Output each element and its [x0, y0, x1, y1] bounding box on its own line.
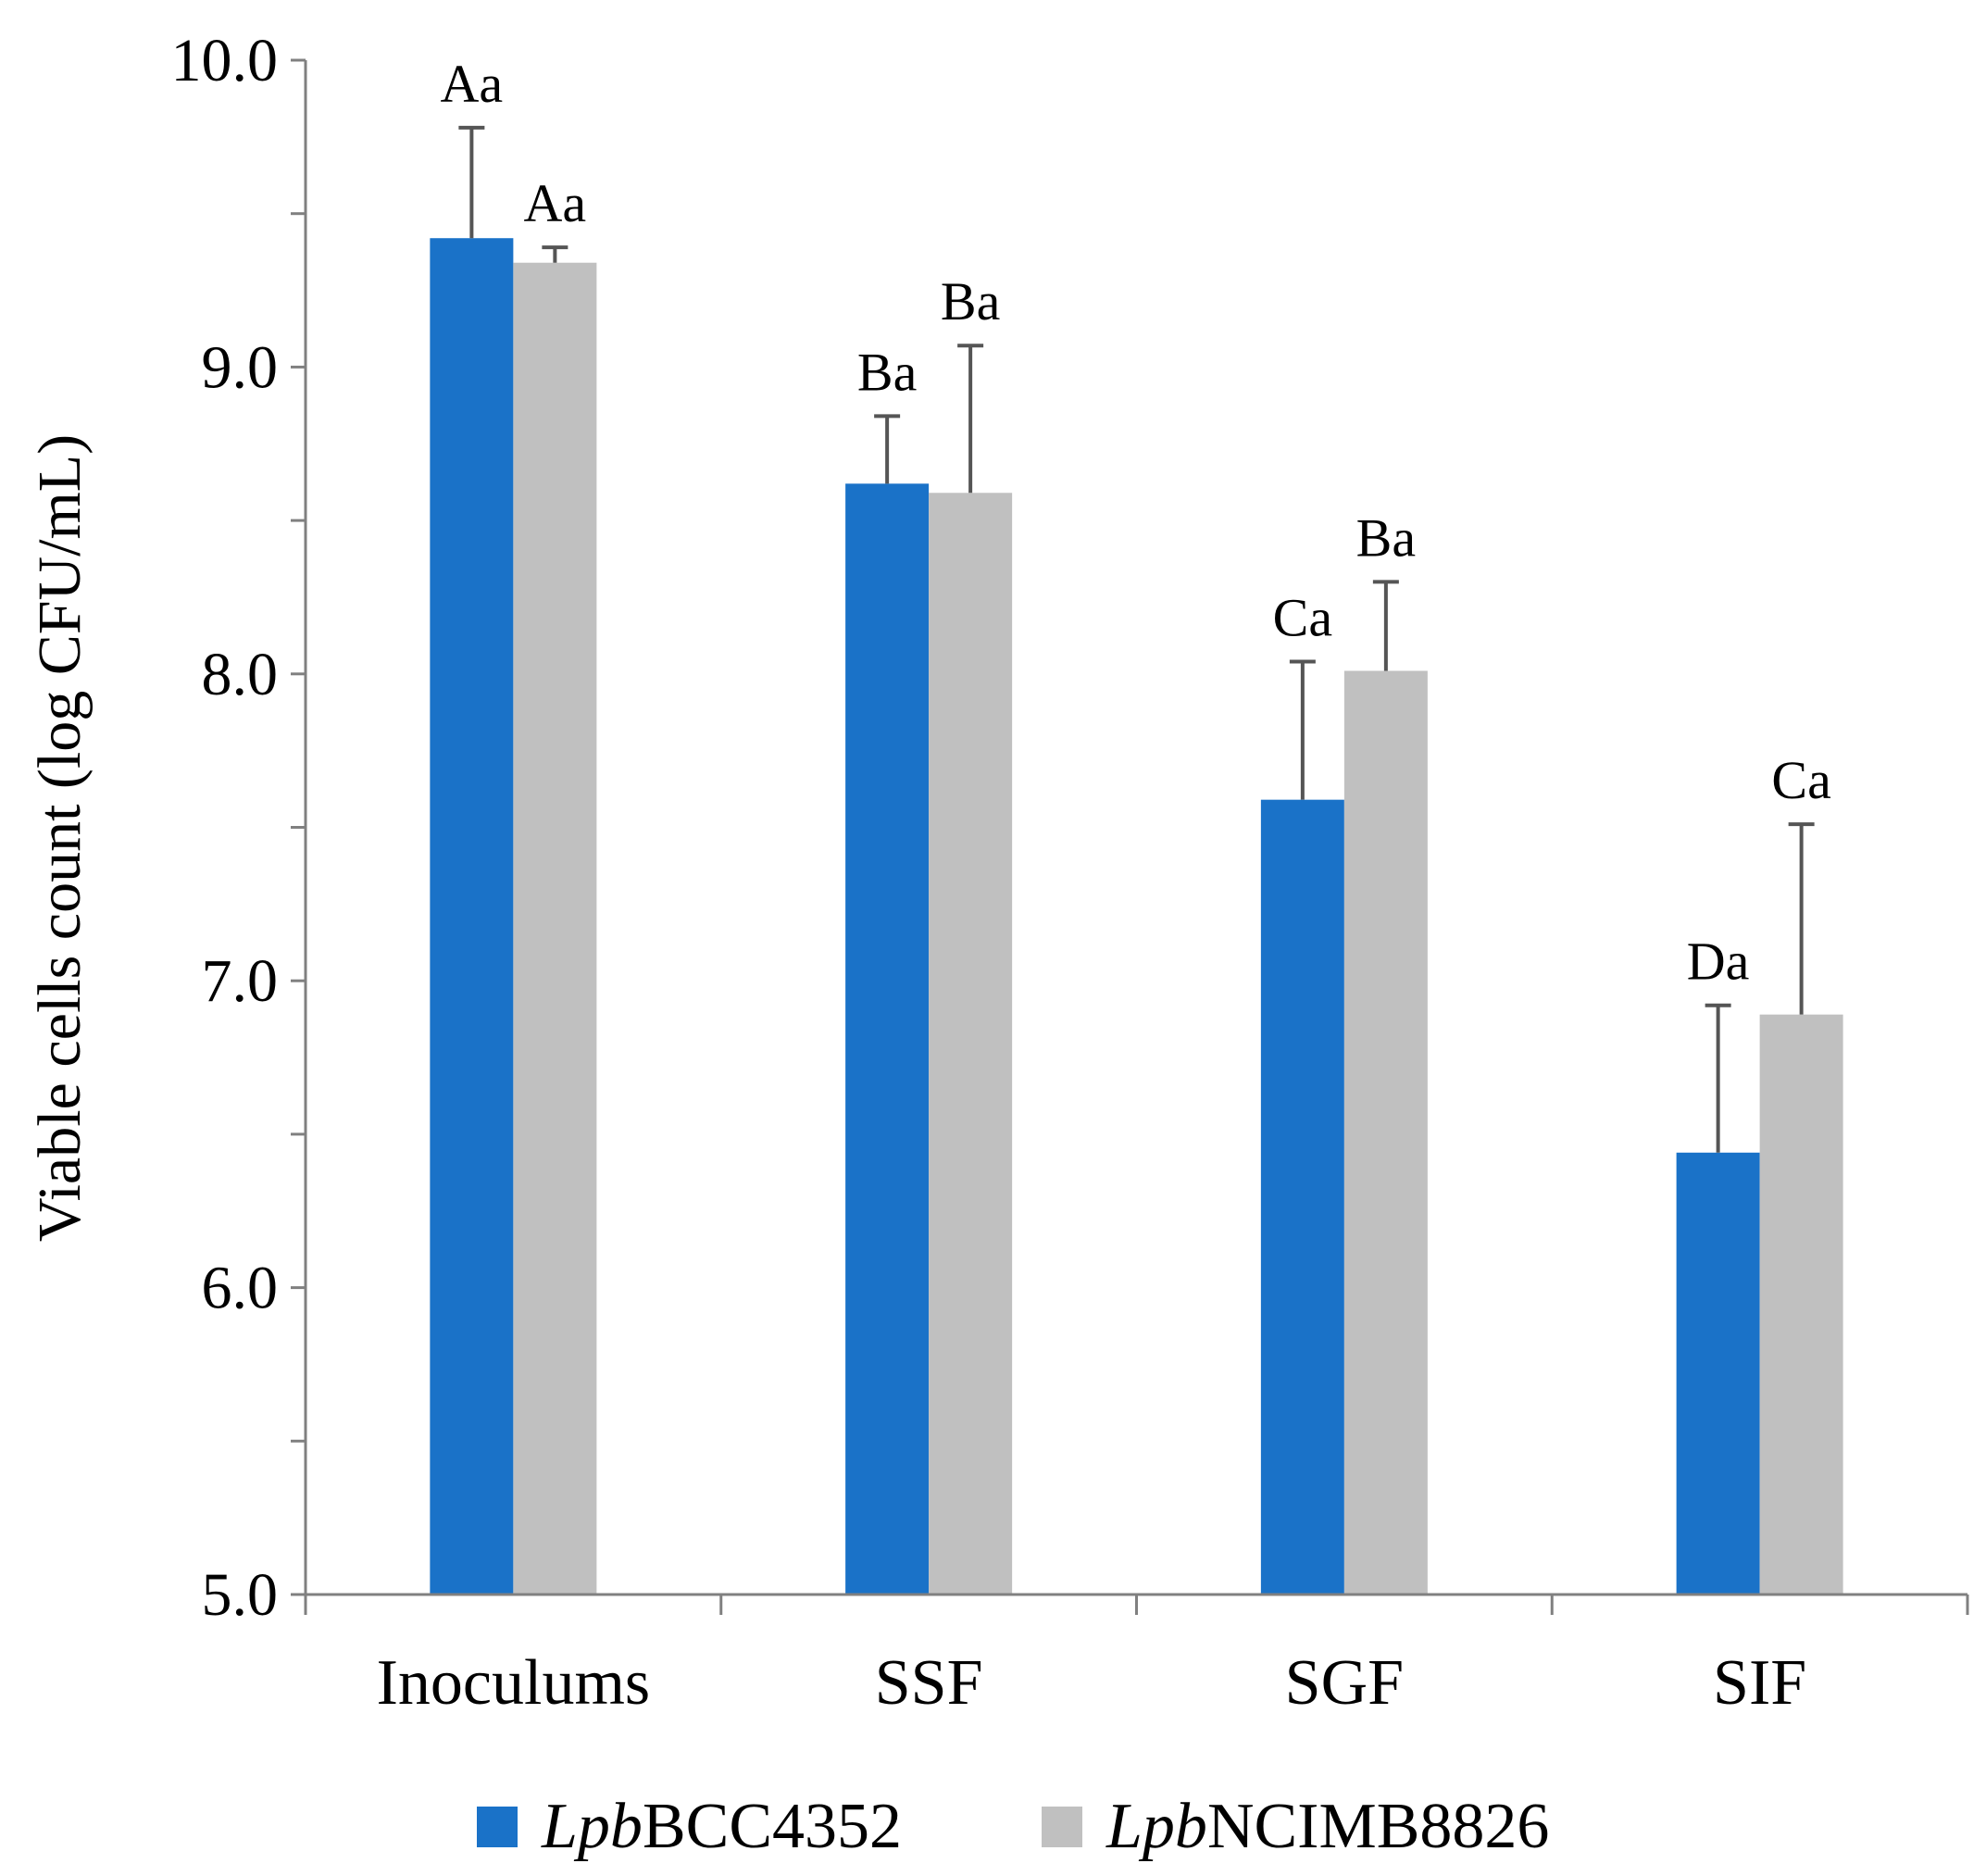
- category-labels-layer: Inoculums SSF SGF SIF: [377, 1647, 1807, 1719]
- legend-label-italic-prefix: Lpb: [541, 1791, 643, 1862]
- legend: LpbBCC4352 LpbNCIMB8826: [477, 1791, 1549, 1862]
- legend-label-bcc4352: LpbBCC4352: [541, 1791, 902, 1862]
- bars-layer: [430, 238, 1843, 1595]
- x-category-label: SGF: [1285, 1647, 1404, 1719]
- legend-label-ncimb8826: LpbNCIMB8826: [1105, 1791, 1549, 1862]
- bar-ncimb8826-ssf: [929, 493, 1013, 1595]
- bar-bcc4352-sgf: [1260, 799, 1344, 1595]
- legend-label-italic-prefix: Lpb: [1105, 1791, 1207, 1862]
- bar-bcc4352-inoculums: [430, 238, 514, 1595]
- y-tick-label: 9.0: [202, 333, 279, 401]
- tick-labels-layer: 5.0 6.0 7.0 8.0 9.0 10.0: [171, 27, 279, 1629]
- y-axis-title: Viable cells count (log CFU/mL): [26, 434, 94, 1242]
- significance-labels-layer: Aa Ba Ca Da Aa Ba Ba Ca: [441, 54, 1831, 992]
- significance-label: Aa: [441, 54, 504, 114]
- y-tick-label: 8.0: [202, 641, 279, 708]
- significance-label: Ca: [1771, 750, 1830, 810]
- significance-label: Ba: [1356, 507, 1416, 568]
- legend-label-suffix: NCIMB8826: [1207, 1791, 1549, 1862]
- legend-swatch-ncimb8826: [1042, 1807, 1082, 1847]
- bar-bcc4352-ssf: [845, 483, 930, 1595]
- significance-label: Ca: [1273, 588, 1332, 648]
- y-tick-label: 6.0: [202, 1255, 279, 1322]
- x-category-label: SIF: [1713, 1647, 1806, 1719]
- error-bars-layer: [458, 125, 1815, 1153]
- bar-ncimb8826-sif: [1759, 1014, 1843, 1595]
- bar-ncimb8826-inoculums: [513, 262, 597, 1595]
- significance-label: Da: [1687, 932, 1750, 992]
- y-tick-label: 5.0: [202, 1561, 279, 1629]
- bar-bcc4352-sif: [1676, 1152, 1760, 1595]
- significance-label: Ba: [857, 342, 917, 402]
- y-tick-label: 7.0: [202, 947, 279, 1015]
- axes-layer: [291, 58, 1969, 1615]
- bar-ncimb8826-sgf: [1343, 670, 1428, 1595]
- x-category-label: Inoculums: [377, 1647, 651, 1719]
- significance-label: Aa: [524, 173, 587, 233]
- significance-label: Ba: [941, 271, 1000, 331]
- x-category-label: SSF: [875, 1647, 983, 1719]
- y-tick-label: 10.0: [171, 27, 279, 94]
- legend-label-suffix: BCC4352: [643, 1791, 902, 1862]
- legend-swatch-bcc4352: [477, 1807, 518, 1847]
